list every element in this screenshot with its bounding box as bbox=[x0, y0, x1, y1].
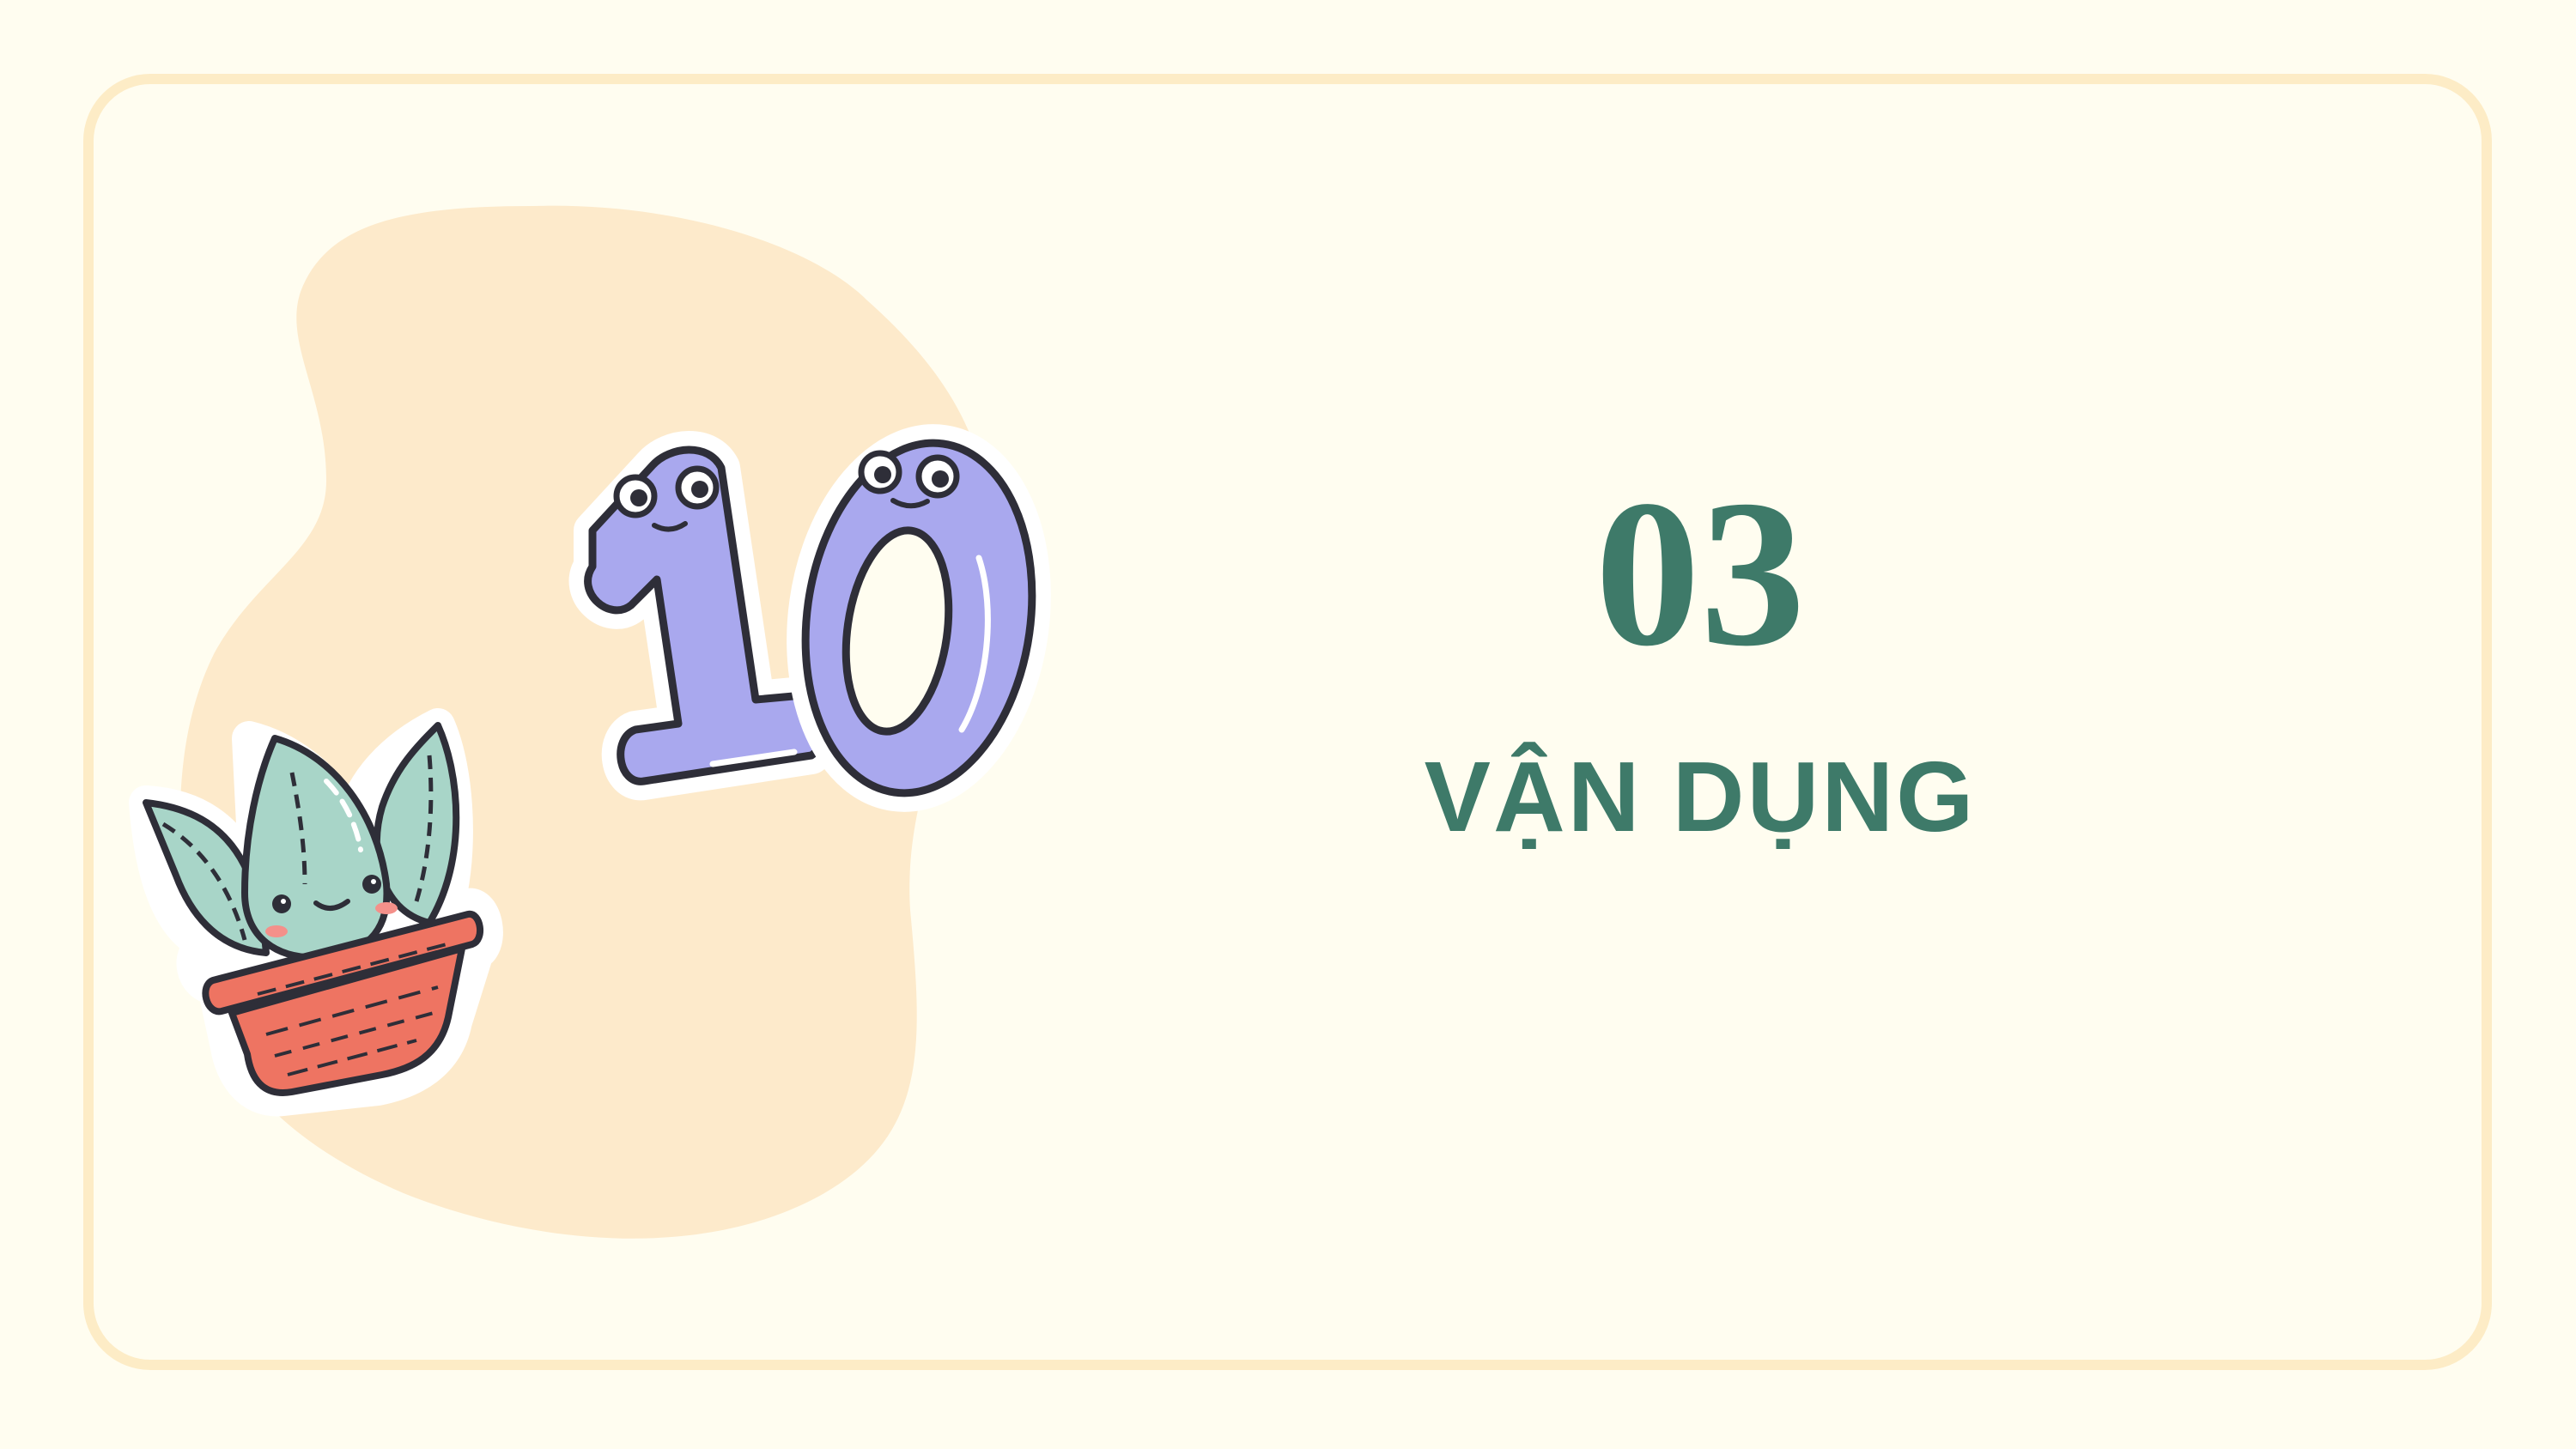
section-number: 03 bbox=[1595, 457, 1806, 689]
number-ten-sticker-icon bbox=[568, 424, 1051, 812]
slide-frame bbox=[83, 74, 2492, 1370]
digit-one-icon bbox=[584, 446, 831, 785]
potted-plant-sticker-icon bbox=[129, 708, 503, 1117]
section-title: VẬN DỤNG bbox=[1424, 741, 1977, 852]
